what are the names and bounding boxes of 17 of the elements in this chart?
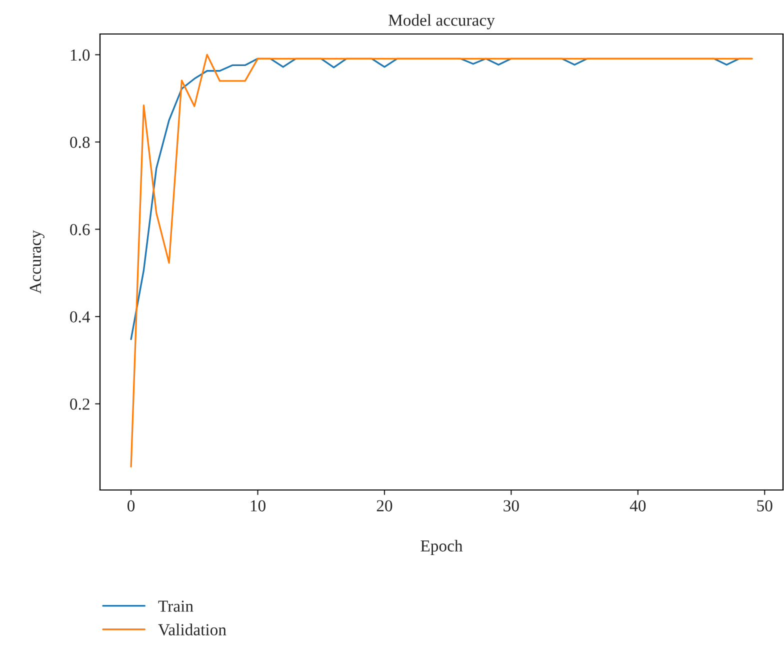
chart-title: Model accuracy: [388, 14, 495, 30]
x-tick-label: 10: [250, 500, 266, 512]
y-tick-label: 0.6: [70, 224, 90, 236]
y-tick-label: 1.0: [70, 49, 90, 61]
y-tick-label: 0.4: [70, 311, 90, 323]
y-axis-title: Accuracy: [30, 230, 44, 294]
y-tick-label: 0.2: [70, 398, 90, 410]
x-tick-label: 20: [376, 500, 392, 512]
x-tick-label: 0: [128, 500, 135, 512]
legend-label: Train: [158, 600, 194, 612]
x-axis-title: Epoch: [420, 540, 463, 555]
line-series: [130, 54, 753, 468]
x-tick-label: 40: [630, 500, 646, 512]
x-tick-label: 50: [757, 500, 772, 512]
x-tick-label: 30: [504, 500, 519, 512]
y-tick-label: 0.8: [70, 136, 90, 148]
legend-label: Validation: [158, 624, 226, 636]
